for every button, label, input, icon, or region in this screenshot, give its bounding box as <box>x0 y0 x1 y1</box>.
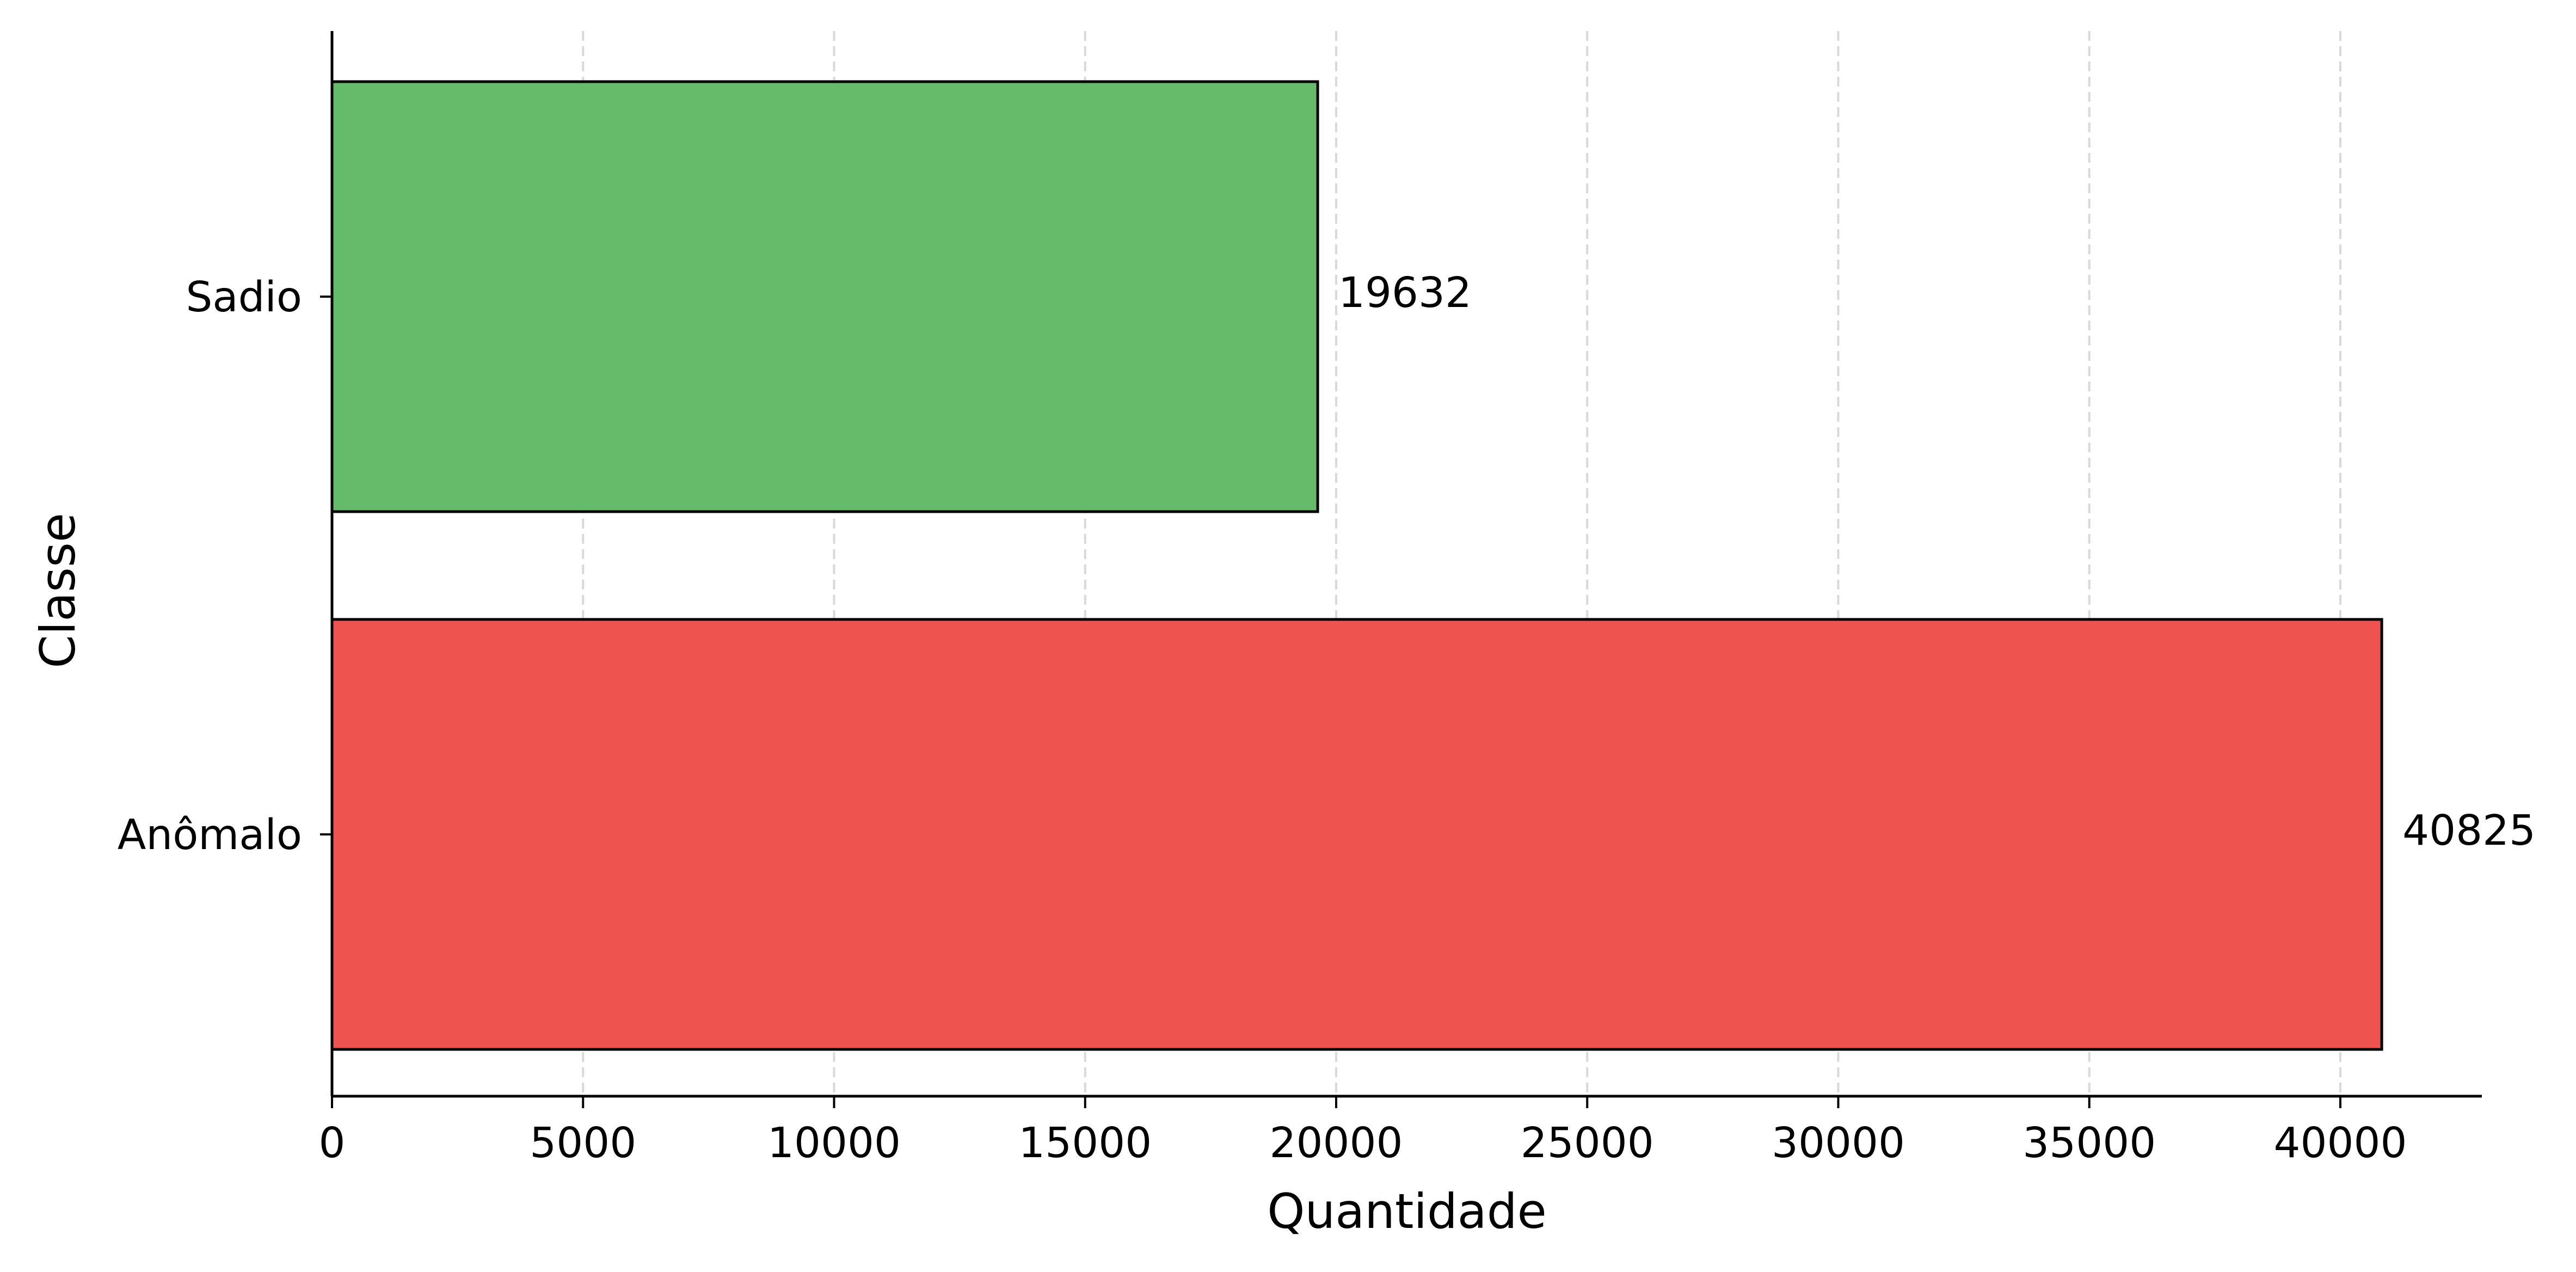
x-tick-label: 15000 <box>1018 1119 1152 1167</box>
bar-value-label: 40825 <box>2402 807 2536 855</box>
bar <box>330 618 2383 1051</box>
y-tick-label: Sadio <box>186 273 302 322</box>
x-tick-label: 0 <box>319 1119 346 1167</box>
x-tick-label: 20000 <box>1270 1119 1403 1167</box>
x-tick-label: 30000 <box>1772 1119 1905 1167</box>
bar-value-label: 19632 <box>1338 269 1472 317</box>
x-axis-label: Quantidade <box>1267 1183 1546 1239</box>
y-axis-label: Classe <box>30 513 86 668</box>
y-tick-label: Anômalo <box>118 811 302 859</box>
x-tick-label: 40000 <box>2274 1119 2407 1167</box>
ticks: 0 5000 10000 15000 20000 25000 30000 35000 40000… <box>118 273 2407 1167</box>
x-tick-label: 25000 <box>1521 1119 1654 1167</box>
x-tick-label: 5000 <box>530 1119 636 1167</box>
x-tick-label: 10000 <box>767 1119 901 1167</box>
bar <box>330 80 1319 513</box>
data-labels: 19632 40825 <box>1338 269 2536 855</box>
bars <box>330 80 2383 1051</box>
x-tick-label: 35000 <box>2022 1119 2156 1167</box>
axes <box>330 31 2482 1098</box>
